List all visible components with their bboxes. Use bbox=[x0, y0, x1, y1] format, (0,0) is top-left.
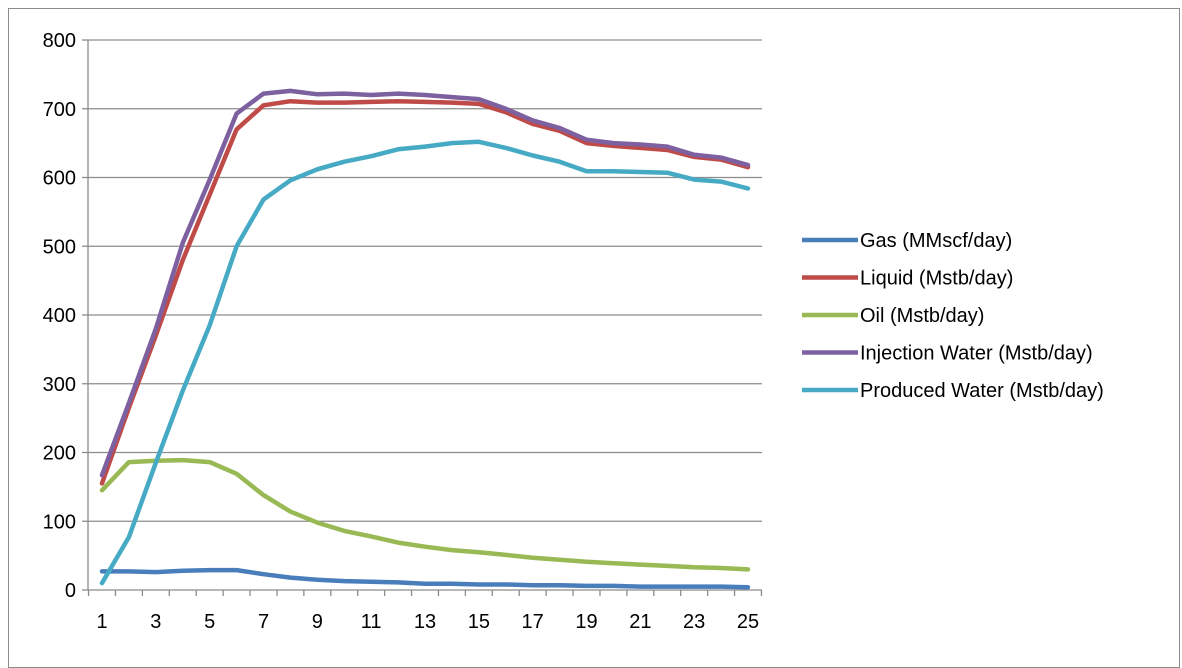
gridlines bbox=[88, 39, 762, 522]
y-tick-label: 200 bbox=[43, 443, 76, 465]
x-tick-label: 7 bbox=[258, 611, 269, 633]
y-tick-label: 500 bbox=[43, 236, 76, 258]
x-tick-label: 11 bbox=[361, 611, 382, 633]
x-tick-label: 13 bbox=[414, 611, 436, 633]
y-tick-label: 0 bbox=[65, 580, 76, 602]
series-line-1 bbox=[99, 98, 751, 486]
x-tick-label: 15 bbox=[468, 611, 490, 633]
y-tick-labels: 0 100 200 300 400 500 600 700 800 bbox=[43, 30, 76, 602]
x-tick-label: 23 bbox=[683, 611, 705, 633]
x-tick-label: 9 bbox=[312, 611, 323, 633]
legend-label-3: Injection Water (Mstb/day) bbox=[860, 343, 1093, 365]
series-line-4 bbox=[99, 139, 751, 586]
series-line-0 bbox=[99, 567, 751, 590]
x-tick-label: 21 bbox=[629, 611, 651, 633]
x-tick-label: 19 bbox=[575, 611, 597, 633]
x-tick-label: 5 bbox=[204, 611, 215, 633]
y-tick-label: 100 bbox=[43, 511, 76, 533]
x-tick-label: 25 bbox=[737, 611, 759, 633]
legend-label-1: Liquid (Mstb/day) bbox=[860, 268, 1013, 290]
series-lines bbox=[99, 88, 751, 590]
series-line-2 bbox=[99, 457, 751, 572]
y-tick-label: 300 bbox=[43, 374, 76, 396]
series-line-3 bbox=[99, 88, 751, 478]
legend-label-0: Gas (MMscf/day) bbox=[860, 230, 1012, 252]
y-tick-label: 600 bbox=[43, 168, 76, 190]
axes bbox=[82, 39, 763, 596]
x-tick-label: 3 bbox=[150, 611, 161, 633]
x-tick-label: 1 bbox=[96, 611, 107, 633]
y-tick-label: 800 bbox=[43, 30, 76, 52]
x-tick-labels: 1 3 5 7 9 11 13 15 17 19 21 23 25 bbox=[96, 611, 759, 633]
legend-label-2: Oil (Mstb/day) bbox=[860, 305, 984, 327]
y-tick-label: 700 bbox=[43, 99, 76, 121]
x-tick-label: 17 bbox=[522, 611, 544, 633]
legend: Gas (MMscf/day) Liquid (Mstb/day) Oil (Mst… bbox=[802, 230, 1104, 402]
legend-label-4: Produced Water (Mstb/day) bbox=[860, 380, 1104, 402]
y-tick-label: 400 bbox=[43, 305, 76, 327]
